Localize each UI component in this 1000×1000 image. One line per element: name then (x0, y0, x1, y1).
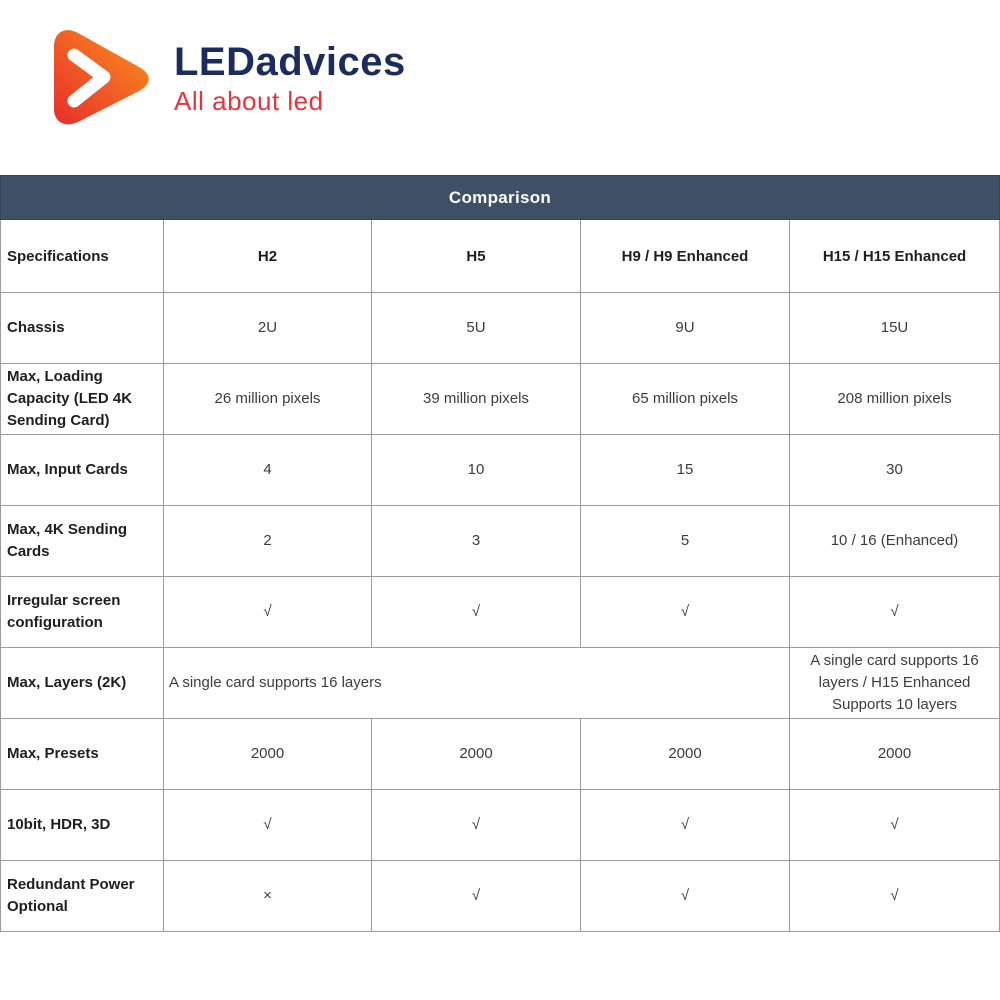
cell-value: 2000 (788, 718, 1000, 790)
cell-value: 5U (371, 292, 581, 364)
table-row: Max, Presets 2000 2000 2000 2000 (0, 718, 1000, 790)
row-label: Irregular screen configuration (0, 576, 164, 648)
cell-value: 39 million pixels (371, 363, 581, 435)
row-label: Max, 4K Sending Cards (0, 505, 164, 577)
cell-value: 10 / 16 (Enhanced) (788, 505, 1000, 577)
table-title-row: Comparison (0, 175, 1000, 220)
column-header: H5 (371, 219, 581, 293)
cell-value: √ (163, 576, 372, 648)
cell-value: √ (371, 576, 581, 648)
cell-value: 30 (788, 434, 1000, 506)
table-row: Max, Layers (2K) A single card supports 1… (0, 647, 1000, 719)
row-label: Max, Layers (2K) (0, 647, 164, 719)
cell-value: √ (580, 576, 790, 648)
comparison-table: Comparison Specifications H2 H5 H9 / H9 Enh… (0, 175, 1000, 932)
cell-value: 2000 (163, 718, 372, 790)
table-row: Max, 4K Sending Cards 2 3 5 10 / 16 (Enhance… (0, 505, 1000, 577)
cell-value: √ (788, 576, 1000, 648)
logo: LEDadvices All about led (40, 24, 406, 126)
row-label: Max, Input Cards (0, 434, 164, 506)
cell-value: 3 (371, 505, 581, 577)
column-header-row: Specifications H2 H5 H9 / H9 Enhanced H15 / … (0, 219, 1000, 293)
column-header: H9 / H9 Enhanced (580, 219, 790, 293)
cell-value: 2000 (371, 718, 581, 790)
cell-value: × (163, 860, 372, 932)
table-row: Max, Loading Capacity (LED 4K Sending Ca… (0, 363, 1000, 435)
table-title: Comparison (0, 175, 1000, 220)
table-row: Redundant Power Optional × √ √ √ (0, 860, 1000, 932)
row-label: 10bit, HDR, 3D (0, 789, 164, 861)
logo-subtitle: All about led (174, 86, 324, 116)
row-label: Redundant Power Optional (0, 860, 164, 932)
cell-value: 2U (163, 292, 372, 364)
cell-value: 5 (580, 505, 790, 577)
cell-value: 2000 (580, 718, 790, 790)
cell-value: 9U (580, 292, 790, 364)
play-arrow-logo-icon (40, 24, 158, 126)
row-label: Max, Loading Capacity (LED 4K Sending Ca… (0, 363, 164, 435)
table-row: Chassis 2U 5U 9U 15U (0, 292, 1000, 364)
cell-value: 15U (788, 292, 1000, 364)
logo-title: LEDadvices (174, 40, 406, 84)
cell-value: 15 (580, 434, 790, 506)
logo-text: LEDadvices All about led (174, 24, 406, 117)
table-body: Chassis 2U 5U 9U 15U Max, Loading Capacity (L… (0, 292, 1000, 932)
cell-value: 208 million pixels (788, 363, 1000, 435)
cell-value: A single card supports 16 layers / H15 E… (788, 647, 1000, 719)
cell-value: √ (163, 789, 372, 861)
row-label: Max, Presets (0, 718, 164, 790)
column-header-specifications: Specifications (0, 219, 164, 293)
table-row: Irregular screen configuration √ √ √ √ (0, 576, 1000, 648)
cell-value: 2 (163, 505, 372, 577)
cell-value: A single card supports 16 layers (163, 647, 790, 719)
cell-value: 4 (163, 434, 372, 506)
row-label: Chassis (0, 292, 164, 364)
cell-value: √ (580, 789, 790, 861)
cell-value: √ (788, 860, 1000, 932)
table-row: 10bit, HDR, 3D √ √ √ √ (0, 789, 1000, 861)
cell-value: √ (371, 789, 581, 861)
cell-value: 10 (371, 434, 581, 506)
table-row: Max, Input Cards 4 10 15 30 (0, 434, 1000, 506)
cell-value: 65 million pixels (580, 363, 790, 435)
cell-value: 26 million pixels (163, 363, 372, 435)
column-header: H2 (163, 219, 372, 293)
cell-value: √ (788, 789, 1000, 861)
cell-value: √ (371, 860, 581, 932)
column-header: H15 / H15 Enhanced (788, 219, 1000, 293)
cell-value: √ (580, 860, 790, 932)
comparison-table-wrap: Comparison Specifications H2 H5 H9 / H9 Enh… (0, 175, 1000, 932)
